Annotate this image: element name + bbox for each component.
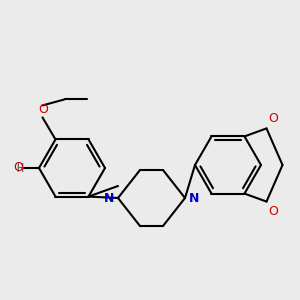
- Text: O: O: [268, 205, 278, 218]
- Text: H: H: [16, 161, 23, 175]
- Text: O: O: [39, 103, 48, 116]
- Text: N: N: [103, 191, 114, 205]
- Text: N: N: [189, 191, 200, 205]
- Text: O: O: [14, 161, 23, 174]
- Text: O: O: [268, 112, 278, 125]
